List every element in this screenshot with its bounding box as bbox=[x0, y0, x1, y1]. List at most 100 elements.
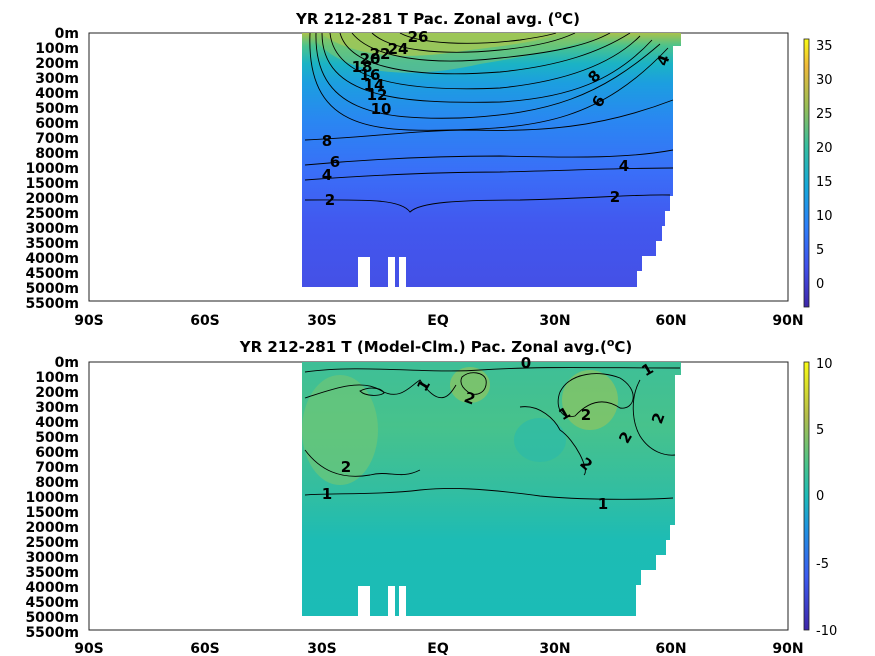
x-tick-label: 30N bbox=[539, 313, 570, 329]
y-tick-label: 500m bbox=[35, 430, 79, 446]
y-tick-label: 3500m bbox=[25, 236, 79, 252]
clabel: 6 bbox=[330, 153, 340, 171]
clabel: 2 bbox=[325, 191, 335, 209]
y-tick-label: 3000m bbox=[25, 550, 79, 566]
clabel: 16 bbox=[360, 66, 381, 84]
cb-tick-label: 5 bbox=[816, 243, 824, 258]
cb-tick-label: 15 bbox=[816, 175, 833, 190]
y-tick-label: 3000m bbox=[25, 221, 79, 237]
y-tick-label: 5000m bbox=[25, 281, 79, 297]
y-tick-label: 1000m bbox=[25, 161, 79, 177]
y-tick-label: 2500m bbox=[25, 535, 79, 551]
cb-tick-label: 0 bbox=[816, 277, 824, 292]
bottom-colorbar bbox=[803, 361, 810, 631]
y-tick-label: 5500m bbox=[25, 296, 79, 312]
cb-tick-label: -10 bbox=[816, 624, 837, 639]
y-tick-label: 2000m bbox=[25, 191, 79, 207]
clabel: 18 bbox=[352, 58, 373, 76]
y-tick-label: 700m bbox=[35, 460, 79, 476]
y-tick-label: 0m bbox=[55, 26, 79, 42]
y-tick-label: 200m bbox=[35, 56, 79, 72]
clabel: 24 bbox=[388, 40, 409, 58]
top-gap-2 bbox=[388, 257, 395, 288]
cb-tick-label: 25 bbox=[816, 107, 833, 122]
y-tick-label: 1000m bbox=[25, 490, 79, 506]
y-tick-label: 4000m bbox=[25, 580, 79, 596]
y-tick-label: 800m bbox=[35, 146, 79, 162]
y-tick-label: 3500m bbox=[25, 565, 79, 581]
clabel: 12 bbox=[367, 86, 388, 104]
clabel: 10 bbox=[371, 100, 392, 118]
top-gap-3 bbox=[399, 257, 406, 288]
cb-tick-label: 10 bbox=[816, 209, 833, 224]
y-tick-label: 600m bbox=[35, 445, 79, 461]
top-colorbar bbox=[803, 38, 810, 308]
cb-tick-label: 35 bbox=[816, 39, 833, 54]
clabel: 1 bbox=[598, 495, 608, 513]
x-tick-label: 60N bbox=[655, 641, 686, 656]
y-tick-label: 300m bbox=[35, 400, 79, 416]
cb-tick-label: 30 bbox=[816, 73, 833, 88]
y-tick-label: 400m bbox=[35, 415, 79, 431]
y-tick-label: 200m bbox=[35, 385, 79, 401]
top-colorbar-ticks: 35 30 25 20 15 10 5 0 bbox=[816, 39, 833, 292]
clabel: 22 bbox=[370, 45, 391, 63]
clabel: 2 bbox=[610, 188, 620, 206]
bottom-x-ticks: 90S 60S 30S EQ 30N 60N 90N bbox=[74, 641, 803, 656]
bottom-gap-1 bbox=[358, 586, 370, 617]
y-tick-label: 2500m bbox=[25, 206, 79, 222]
y-tick-label: 100m bbox=[35, 41, 79, 57]
x-tick-label: 90N bbox=[772, 313, 803, 329]
bottom-panel: YR 212-281 T (Model-Clm.) Pac. Zonal avg… bbox=[25, 336, 837, 656]
clabel: 2 bbox=[341, 458, 351, 476]
y-tick-label: 1500m bbox=[25, 505, 79, 521]
y-tick-label: 500m bbox=[35, 101, 79, 117]
cb-tick-label: 0 bbox=[816, 489, 824, 504]
clabel: 0 bbox=[521, 354, 531, 372]
clabel: 14 bbox=[364, 76, 385, 94]
x-tick-label: 60N bbox=[655, 313, 686, 329]
y-tick-label: 4000m bbox=[25, 251, 79, 267]
cb-tick-label: 5 bbox=[816, 423, 824, 438]
y-tick-label: 800m bbox=[35, 475, 79, 491]
bottom-contours bbox=[304, 367, 681, 500]
y-tick-label: 5000m bbox=[25, 610, 79, 626]
bottom-title: YR 212-281 T (Model-Clm.) Pac. Zonal avg… bbox=[239, 336, 633, 356]
y-tick-label: 600m bbox=[35, 116, 79, 132]
top-warm-ring bbox=[310, 33, 600, 73]
clabel: 4 bbox=[322, 166, 332, 184]
bottom-colorbar-ticks: 10 5 0 -5 -10 bbox=[816, 357, 837, 639]
y-tick-label: 4500m bbox=[25, 266, 79, 282]
x-tick-label: 60S bbox=[190, 641, 220, 656]
x-tick-label: EQ bbox=[427, 313, 449, 329]
top-contours bbox=[304, 32, 674, 213]
anomaly-patch bbox=[302, 375, 378, 485]
clabel: 2 bbox=[581, 406, 591, 424]
cb-tick-label: 10 bbox=[816, 357, 833, 372]
x-tick-label: 90S bbox=[74, 641, 104, 656]
top-gap-1 bbox=[358, 257, 370, 288]
top-panel: YR 212-281 T Pac. Zonal avg. (oC) bbox=[25, 8, 832, 329]
bottom-gap-3 bbox=[399, 586, 406, 617]
y-tick-label: 100m bbox=[35, 370, 79, 386]
top-field bbox=[302, 33, 681, 287]
top-title: YR 212-281 T Pac. Zonal avg. (oC) bbox=[295, 8, 580, 28]
clabel: 8 bbox=[322, 132, 332, 150]
clabel: 26 bbox=[408, 28, 429, 46]
clabel: 1 bbox=[322, 485, 332, 503]
y-tick-label: 0m bbox=[55, 355, 79, 371]
x-tick-label: 60S bbox=[190, 313, 220, 329]
clabel: 20 bbox=[360, 50, 381, 68]
y-tick-label: 5500m bbox=[25, 625, 79, 641]
cb-tick-label: 20 bbox=[816, 141, 833, 156]
x-tick-label: 90S bbox=[74, 313, 104, 329]
x-tick-label: 90N bbox=[772, 641, 803, 656]
y-tick-label: 1500m bbox=[25, 176, 79, 192]
top-x-ticks: 90S 60S 30S EQ 30N 60N 90N bbox=[74, 313, 803, 329]
x-tick-label: EQ bbox=[427, 641, 449, 656]
bottom-y-ticks: 0m 100m 200m 300m 400m 500m 600m 700m 80… bbox=[25, 355, 79, 641]
x-tick-label: 30S bbox=[307, 641, 337, 656]
bottom-gap-2 bbox=[388, 586, 395, 617]
cb-tick-label: -5 bbox=[816, 557, 829, 572]
